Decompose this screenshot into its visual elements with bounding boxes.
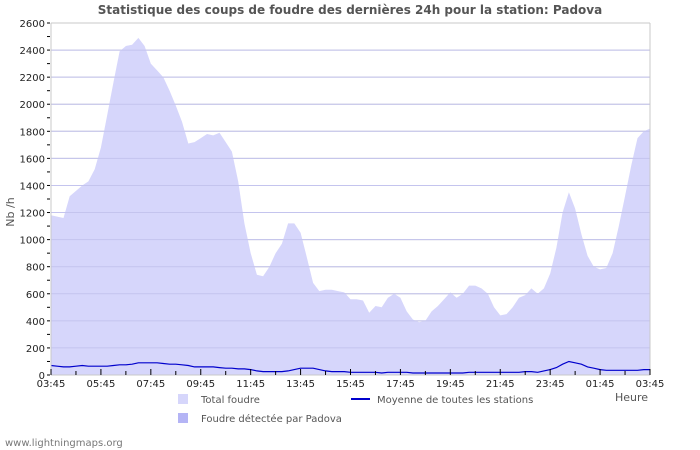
x-tick-label: 19:45 (436, 379, 465, 390)
legend-swatch-total (178, 394, 188, 404)
chart-title: Statistique des coups de foudre des dern… (97, 3, 603, 17)
y-tick-label: 2000 (20, 100, 45, 111)
x-tick-label: 03:45 (37, 379, 66, 390)
x-tick-label: 07:45 (136, 379, 165, 390)
x-tick-label: 17:45 (386, 379, 415, 390)
y-tick-label: 1600 (20, 154, 45, 165)
y-axis-label: Nb /h (4, 197, 17, 226)
x-tick-label: 05:45 (87, 379, 116, 390)
legend-swatch-padova (178, 413, 188, 423)
x-tick-label: 11:45 (236, 379, 265, 390)
y-tick-label: 1000 (20, 236, 45, 247)
x-tick-label: 21:45 (486, 379, 515, 390)
legend: Total foudre Moyenne de toutes les stati… (178, 394, 533, 425)
y-tick-label: 0 (39, 371, 45, 382)
y-tick-label: 2400 (20, 46, 45, 57)
y-tick-label: 200 (26, 344, 45, 355)
y-tick-label: 600 (26, 290, 45, 301)
credit-text: www.lightningmaps.org (5, 438, 123, 449)
x-axis-ticks: 03:45 05:45 07:45 09:45 11:45 13:45 15:45 17:45… (37, 369, 665, 390)
total-foudre-area (51, 37, 650, 376)
x-tick-label: 01:45 (586, 379, 615, 390)
x-tick-label: 13:45 (286, 379, 315, 390)
legend-label-total: Total foudre (200, 395, 260, 406)
y-tick-label: 400 (26, 317, 45, 328)
x-axis-label: Heure (615, 391, 648, 404)
y-tick-label: 2600 (20, 19, 45, 30)
y-axis-ticks: 0 200 400 600 800 1000 1200 1400 1600 1800 2000 220… (20, 19, 50, 382)
y-tick-label: 1200 (20, 209, 45, 220)
y-tick-label: 800 (26, 263, 45, 274)
x-tick-label: 15:45 (336, 379, 365, 390)
legend-label-average: Moyenne de toutes les stations (377, 395, 533, 406)
x-tick-label: 09:45 (186, 379, 215, 390)
legend-label-padova: Foudre détectée par Padova (201, 413, 342, 425)
y-tick-label: 2200 (20, 73, 45, 84)
x-tick-label: 23:45 (536, 379, 565, 390)
x-tick-label: 03:45 (636, 379, 665, 390)
grid-lines-overlay (51, 22, 650, 349)
y-tick-label: 1800 (20, 127, 45, 138)
y-tick-label: 1400 (20, 181, 45, 192)
